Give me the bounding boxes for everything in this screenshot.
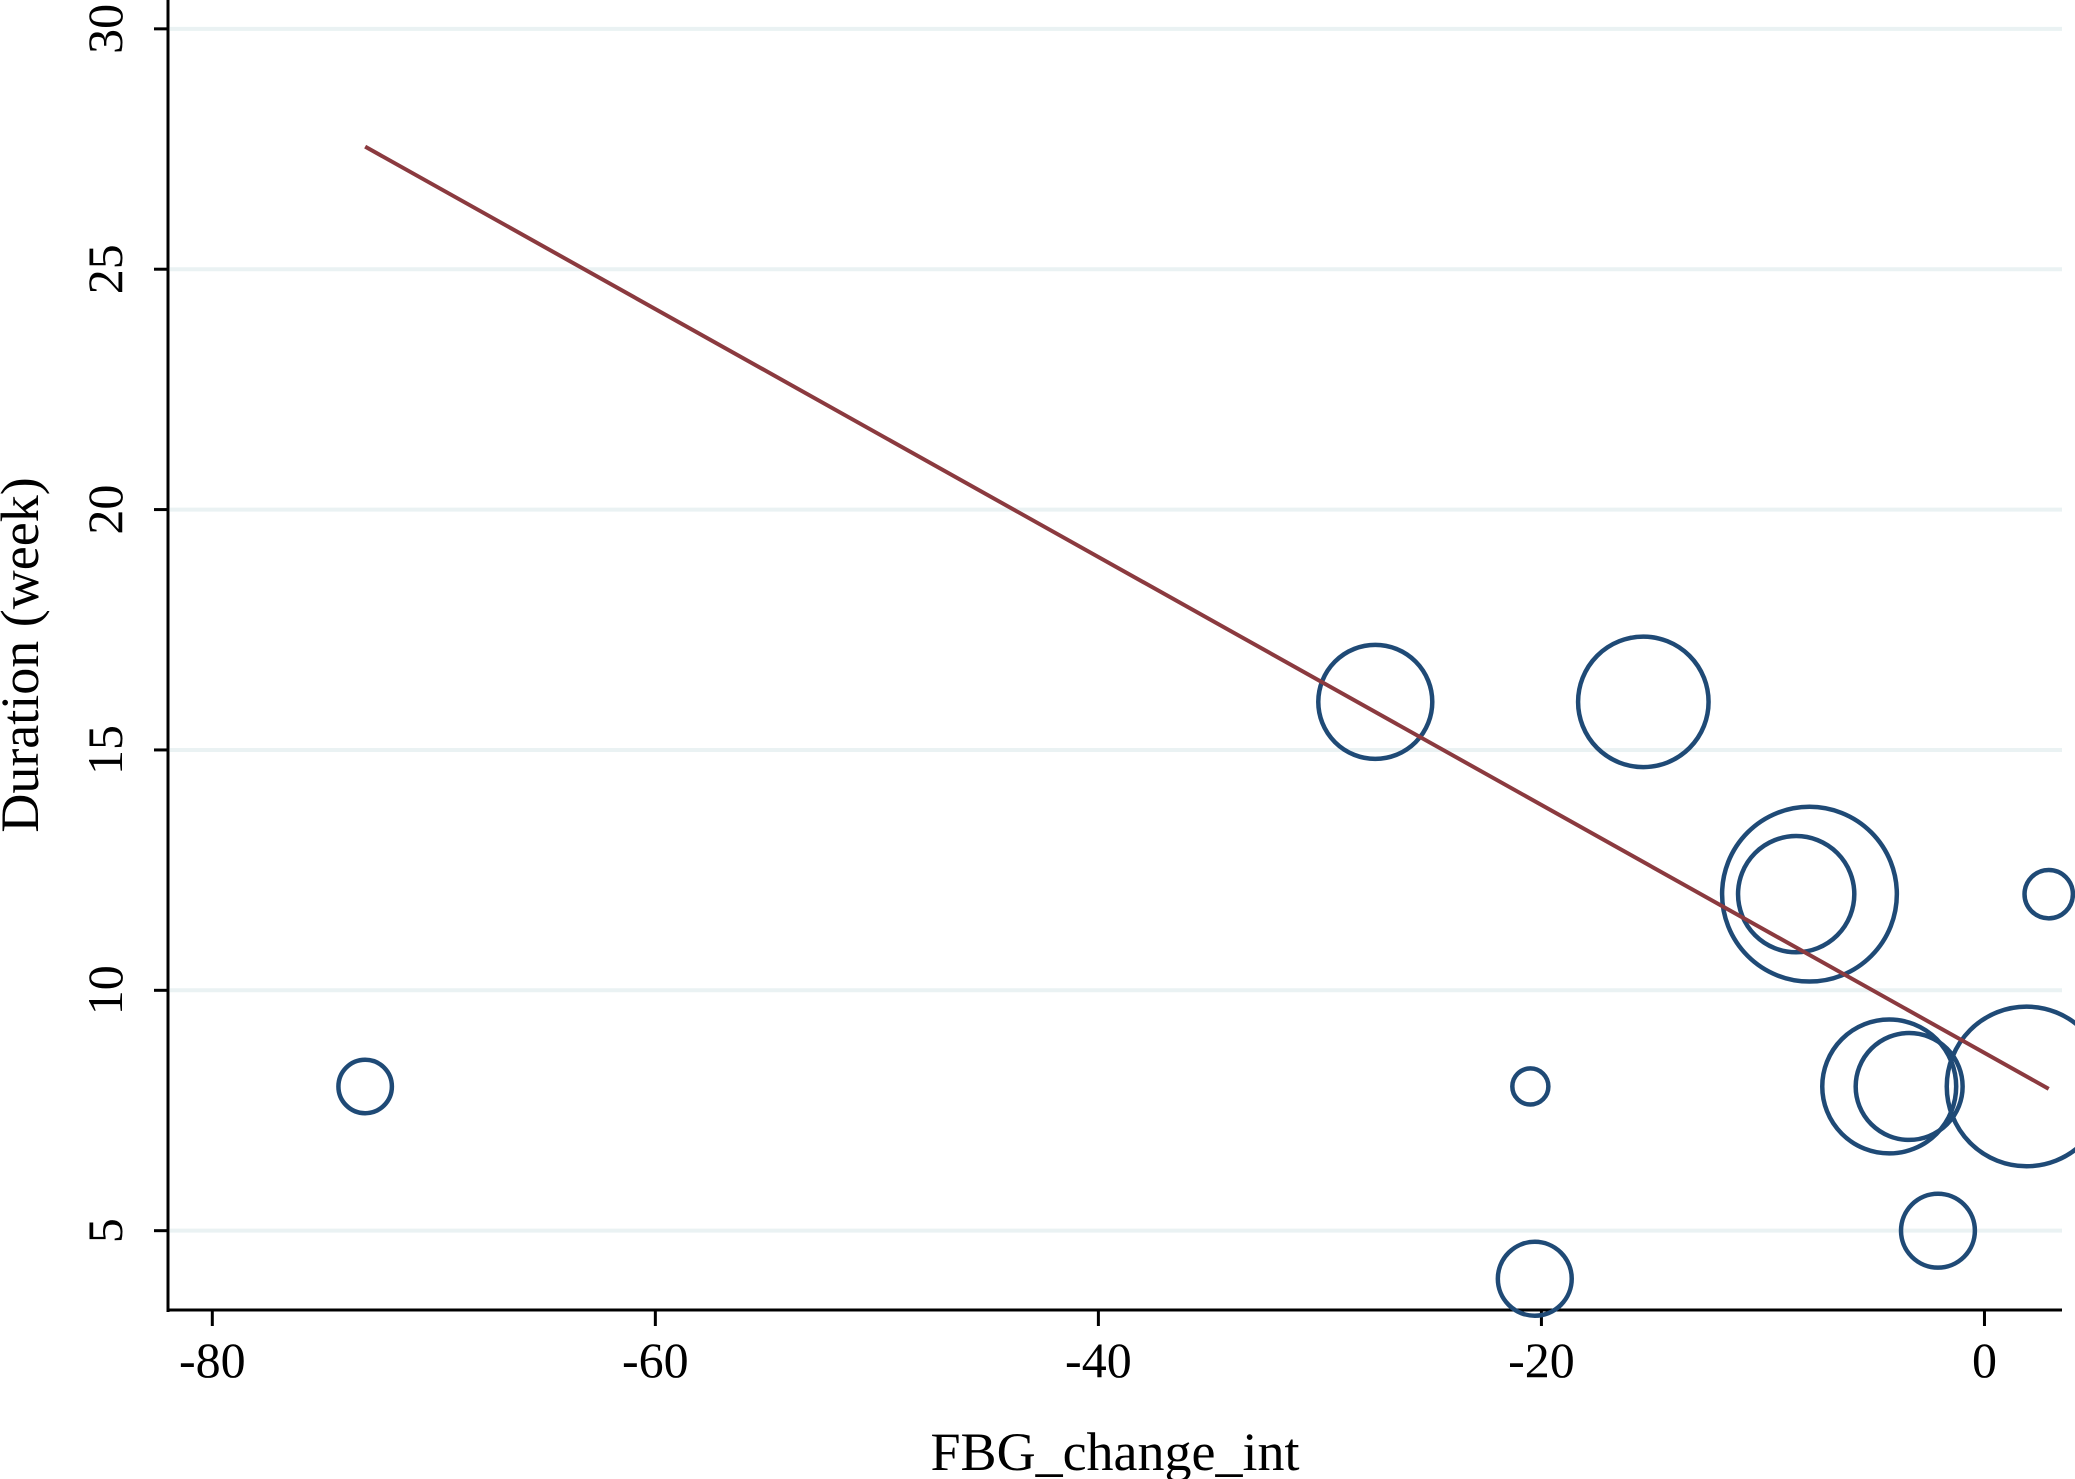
y-tick-label: 30 (77, 4, 133, 54)
data-point-bubble (336, 1057, 395, 1116)
data-point-bubble (1575, 634, 1711, 770)
data-point-bubble (1719, 804, 1900, 984)
y-tick-label: 10 (77, 965, 133, 1015)
data-layer (336, 144, 2075, 1318)
data-point-bubble (1853, 1030, 1965, 1143)
data-point-bubble (1495, 1239, 1574, 1318)
y-tick-label: 20 (77, 485, 133, 535)
y-tick-label: 5 (77, 1218, 133, 1243)
x-tick-label: -80 (179, 1332, 246, 1388)
data-point-bubble (2022, 867, 2075, 921)
y-tick-label: 25 (77, 244, 133, 294)
axes (166, 0, 2062, 1312)
x-tick-label: -40 (1065, 1332, 1132, 1388)
data-point-bubble (1735, 833, 1857, 955)
data-point-bubble (1898, 1191, 1978, 1270)
x-tick-label: -20 (1508, 1332, 1575, 1388)
fitted-line (364, 144, 2050, 1091)
data-point-bubble (1820, 1017, 1959, 1156)
x-tick-label: -60 (622, 1332, 689, 1388)
data-point-bubble (1316, 642, 1435, 762)
gridlines (170, 26, 2062, 1233)
y-tick-label: 15 (77, 725, 133, 775)
x-axis-title: FBG_change_int (931, 1422, 1300, 1479)
ticks: 5 10 15 20 25 30 -80 -60 -40 -20 0 (77, 4, 1997, 1388)
x-tick-label: 0 (1972, 1332, 1997, 1388)
y-axis-title: Duration (week) (0, 477, 50, 832)
data-point-bubble (1944, 1004, 2075, 1169)
data-point-bubble (1510, 1066, 1551, 1107)
